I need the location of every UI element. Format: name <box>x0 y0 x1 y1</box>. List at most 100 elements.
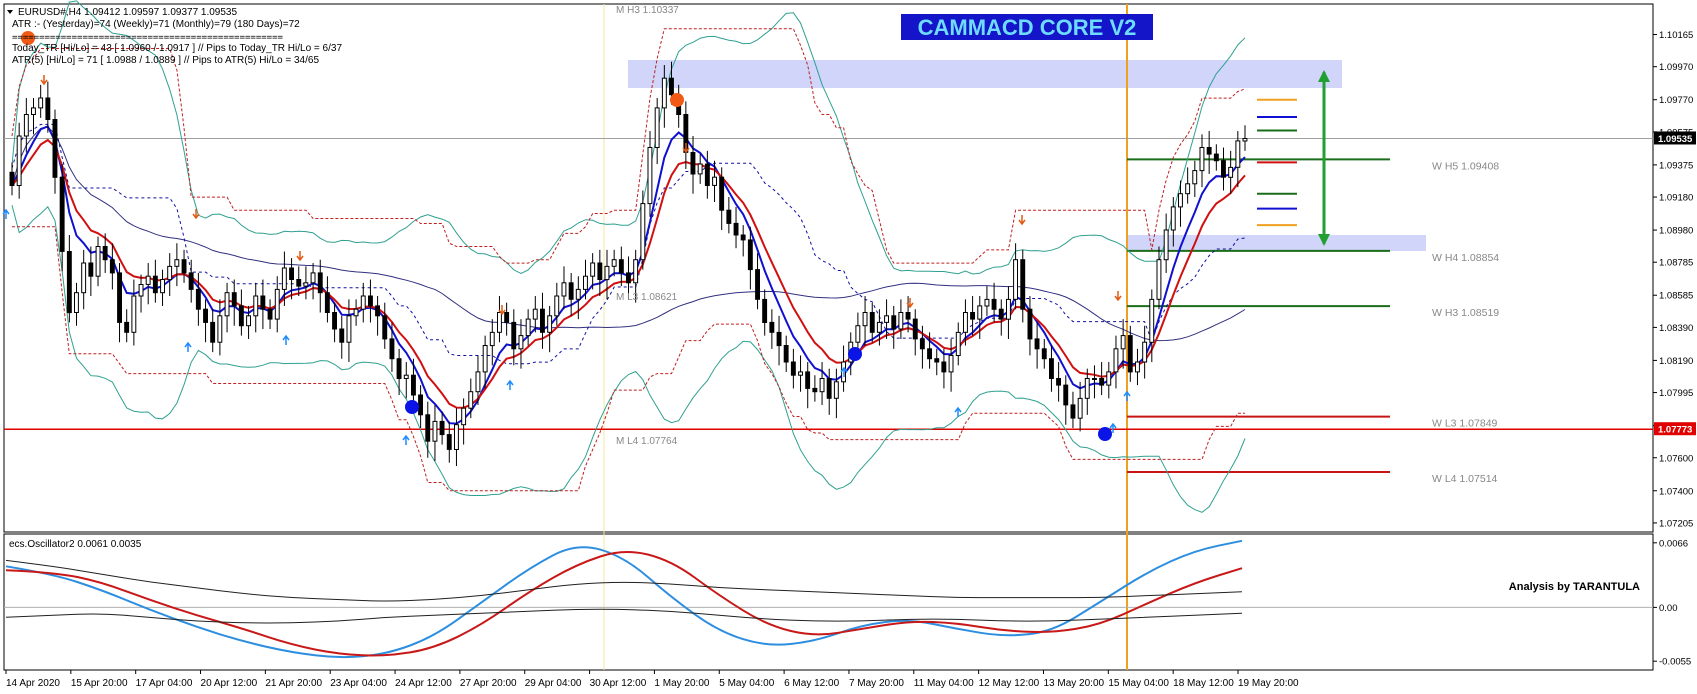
candle-body <box>109 259 115 274</box>
candle <box>697 154 703 184</box>
candle-body <box>747 239 753 271</box>
candle-body <box>1192 170 1198 185</box>
candle <box>1235 131 1241 188</box>
candle <box>955 322 961 366</box>
candle-body <box>432 420 438 442</box>
atr-line: ATR :- (Yesterday)=74 (Weekly)=71 (Month… <box>12 19 300 30</box>
signal-markers <box>2 31 1131 445</box>
candle-body <box>23 114 29 137</box>
candle-body <box>690 152 696 175</box>
candle-body <box>497 312 502 333</box>
candle <box>203 299 209 343</box>
candle-body <box>1113 348 1119 373</box>
candle-body <box>1006 298 1011 320</box>
candle-body <box>826 378 832 399</box>
up-arrow-icon <box>1109 422 1117 433</box>
candle <box>52 109 58 194</box>
time-tick-label: 18 May 12:00 <box>1173 678 1234 689</box>
up-arrow-icon <box>840 366 848 377</box>
candle <box>368 279 373 323</box>
candle-body <box>489 331 495 347</box>
candle <box>45 81 51 133</box>
candle <box>403 362 409 399</box>
candle <box>927 332 932 369</box>
candle <box>188 259 194 303</box>
supply-zone <box>628 60 1342 88</box>
candle-body <box>260 295 266 310</box>
candle-body <box>805 371 811 389</box>
candle <box>238 289 244 336</box>
candle-body <box>9 171 15 187</box>
candle-body <box>927 348 932 360</box>
candle <box>590 253 596 290</box>
price-tick-label: 1.08190 <box>1659 356 1693 367</box>
candle-body <box>790 361 796 376</box>
candle <box>740 225 746 257</box>
candle <box>1221 147 1226 191</box>
candle-body <box>1185 183 1191 195</box>
price-tick-label: 1.09970 <box>1659 62 1693 73</box>
candle-body <box>712 176 717 186</box>
candle <box>217 299 223 356</box>
candle-body <box>740 234 746 241</box>
candle <box>884 299 889 339</box>
candle-body <box>1056 378 1061 386</box>
candle <box>1106 362 1112 399</box>
candle-body <box>934 358 940 363</box>
candle-body <box>977 305 983 320</box>
candle-body <box>798 371 803 376</box>
oscillator-label: ecs.Oscillator2 0.0061 0.0035 <box>9 539 142 550</box>
up-arrow-icon <box>184 341 192 352</box>
candle-body <box>819 378 825 393</box>
candle-body <box>970 312 975 320</box>
candle <box>733 206 739 249</box>
time-tick-label: 21 Apr 20:00 <box>265 678 322 689</box>
candle <box>862 296 868 346</box>
time-tick-label: 19 May 20:00 <box>1238 678 1299 689</box>
candle <box>389 322 395 372</box>
candle <box>898 299 904 339</box>
candle <box>9 162 15 196</box>
candle-body <box>310 272 316 284</box>
candle <box>246 305 252 339</box>
candle-body <box>862 312 868 327</box>
candle-body <box>783 345 789 363</box>
candle <box>174 243 180 287</box>
candle-body <box>984 298 990 307</box>
collapse-triangle-icon[interactable] <box>7 10 13 14</box>
candle-body <box>253 295 259 317</box>
candle <box>439 411 445 445</box>
candle <box>798 355 803 392</box>
candle-body <box>389 338 395 360</box>
candle-body <box>1156 259 1162 300</box>
time-tick-label: 17 Apr 04:00 <box>136 678 193 689</box>
candle-body <box>482 345 488 373</box>
weekly-level-label: W H4 1.08854 <box>1432 252 1499 264</box>
sell-signal-dot <box>670 93 684 107</box>
candle-body <box>963 312 968 333</box>
candle-body <box>195 288 201 310</box>
candle-body <box>554 295 560 317</box>
candle-body <box>317 272 323 294</box>
candle-body <box>59 176 65 252</box>
candle-body <box>375 305 381 317</box>
price-tick-label: 1.09375 <box>1659 160 1693 171</box>
candle <box>1092 365 1097 399</box>
candle-body <box>704 163 710 186</box>
down-arrow-icon <box>1114 291 1122 302</box>
candle-body <box>45 97 51 120</box>
candle <box>475 355 481 405</box>
brand-banner: CAMMACD CORE V2 <box>901 14 1153 40</box>
candle-body <box>669 77 674 96</box>
candle <box>195 272 201 326</box>
candle <box>167 253 173 297</box>
candle <box>1192 160 1198 198</box>
candle <box>59 164 65 272</box>
candle <box>1185 167 1191 204</box>
candle-body <box>102 246 108 261</box>
candle-body <box>1213 153 1219 162</box>
candle <box>88 246 94 297</box>
candle-body <box>475 371 481 393</box>
weekly-level-label: W H3 1.08519 <box>1432 307 1499 319</box>
candle-body <box>532 308 538 320</box>
